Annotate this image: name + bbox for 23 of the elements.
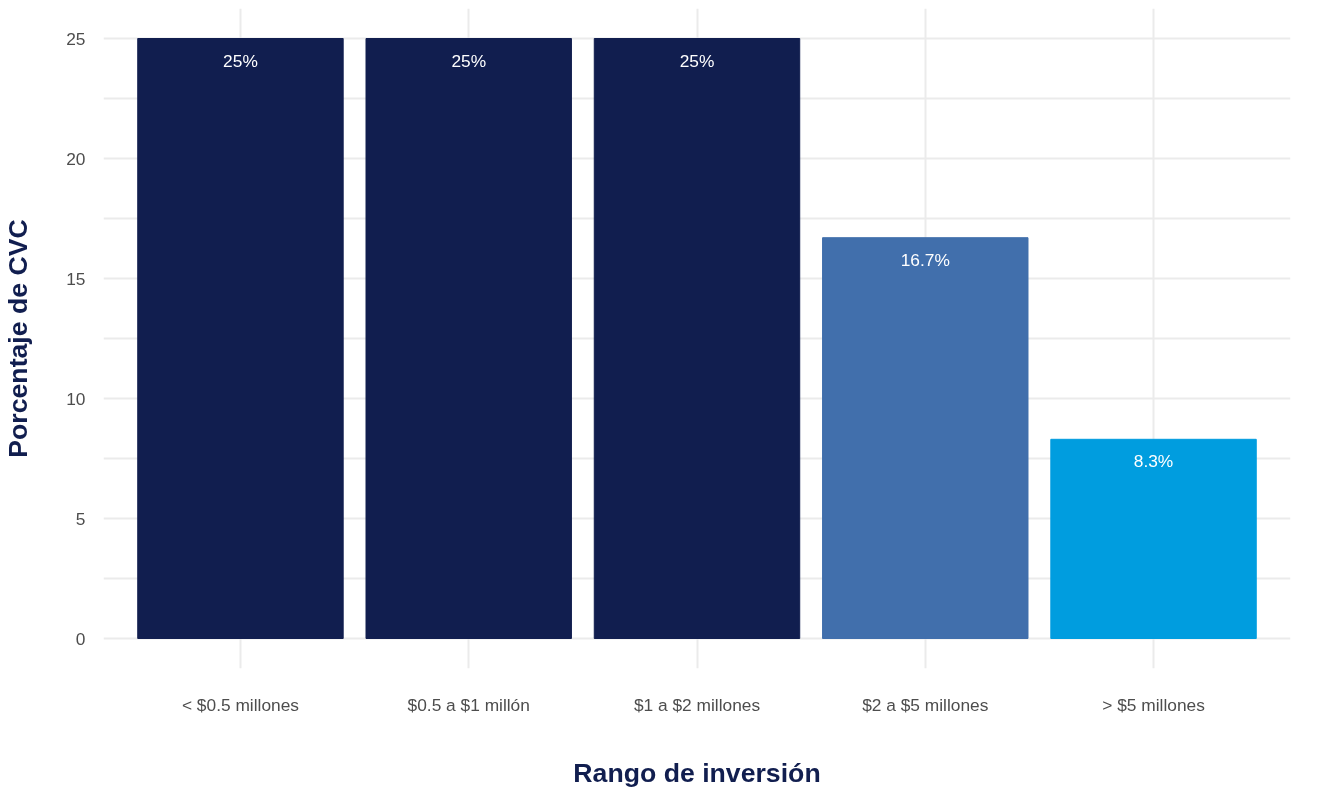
x-axis-title: Rango de inversión: [573, 757, 821, 788]
data-label: 8.3%: [1133, 451, 1174, 472]
data-label: 16.7%: [900, 249, 950, 270]
y-tick-label: 25: [66, 28, 86, 49]
y-axis-title: Porcentaje de CVC: [3, 219, 34, 458]
x-tick-label: < $0.5 millones: [181, 694, 300, 715]
y-tick-label: 0: [75, 628, 86, 649]
data-label: 25%: [679, 50, 715, 71]
x-tick-label: $0.5 a $1 millón: [407, 694, 530, 715]
bar: [593, 38, 801, 639]
y-tick-label: 5: [75, 508, 86, 529]
bar: [365, 38, 572, 639]
x-tick-label: $1 a $2 millones: [633, 694, 761, 715]
data-label: 25%: [451, 50, 487, 71]
bar: [1050, 438, 1257, 639]
x-tick-label: > $5 millones: [1102, 694, 1206, 715]
bar: [137, 38, 344, 639]
y-tick-label: 20: [66, 148, 86, 169]
y-tick-label: 10: [66, 388, 86, 409]
y-tick-label: 15: [66, 268, 86, 289]
bar: [822, 237, 1029, 639]
data-label: 25%: [223, 50, 258, 71]
x-tick-label: $2 a $5 millones: [862, 694, 989, 715]
